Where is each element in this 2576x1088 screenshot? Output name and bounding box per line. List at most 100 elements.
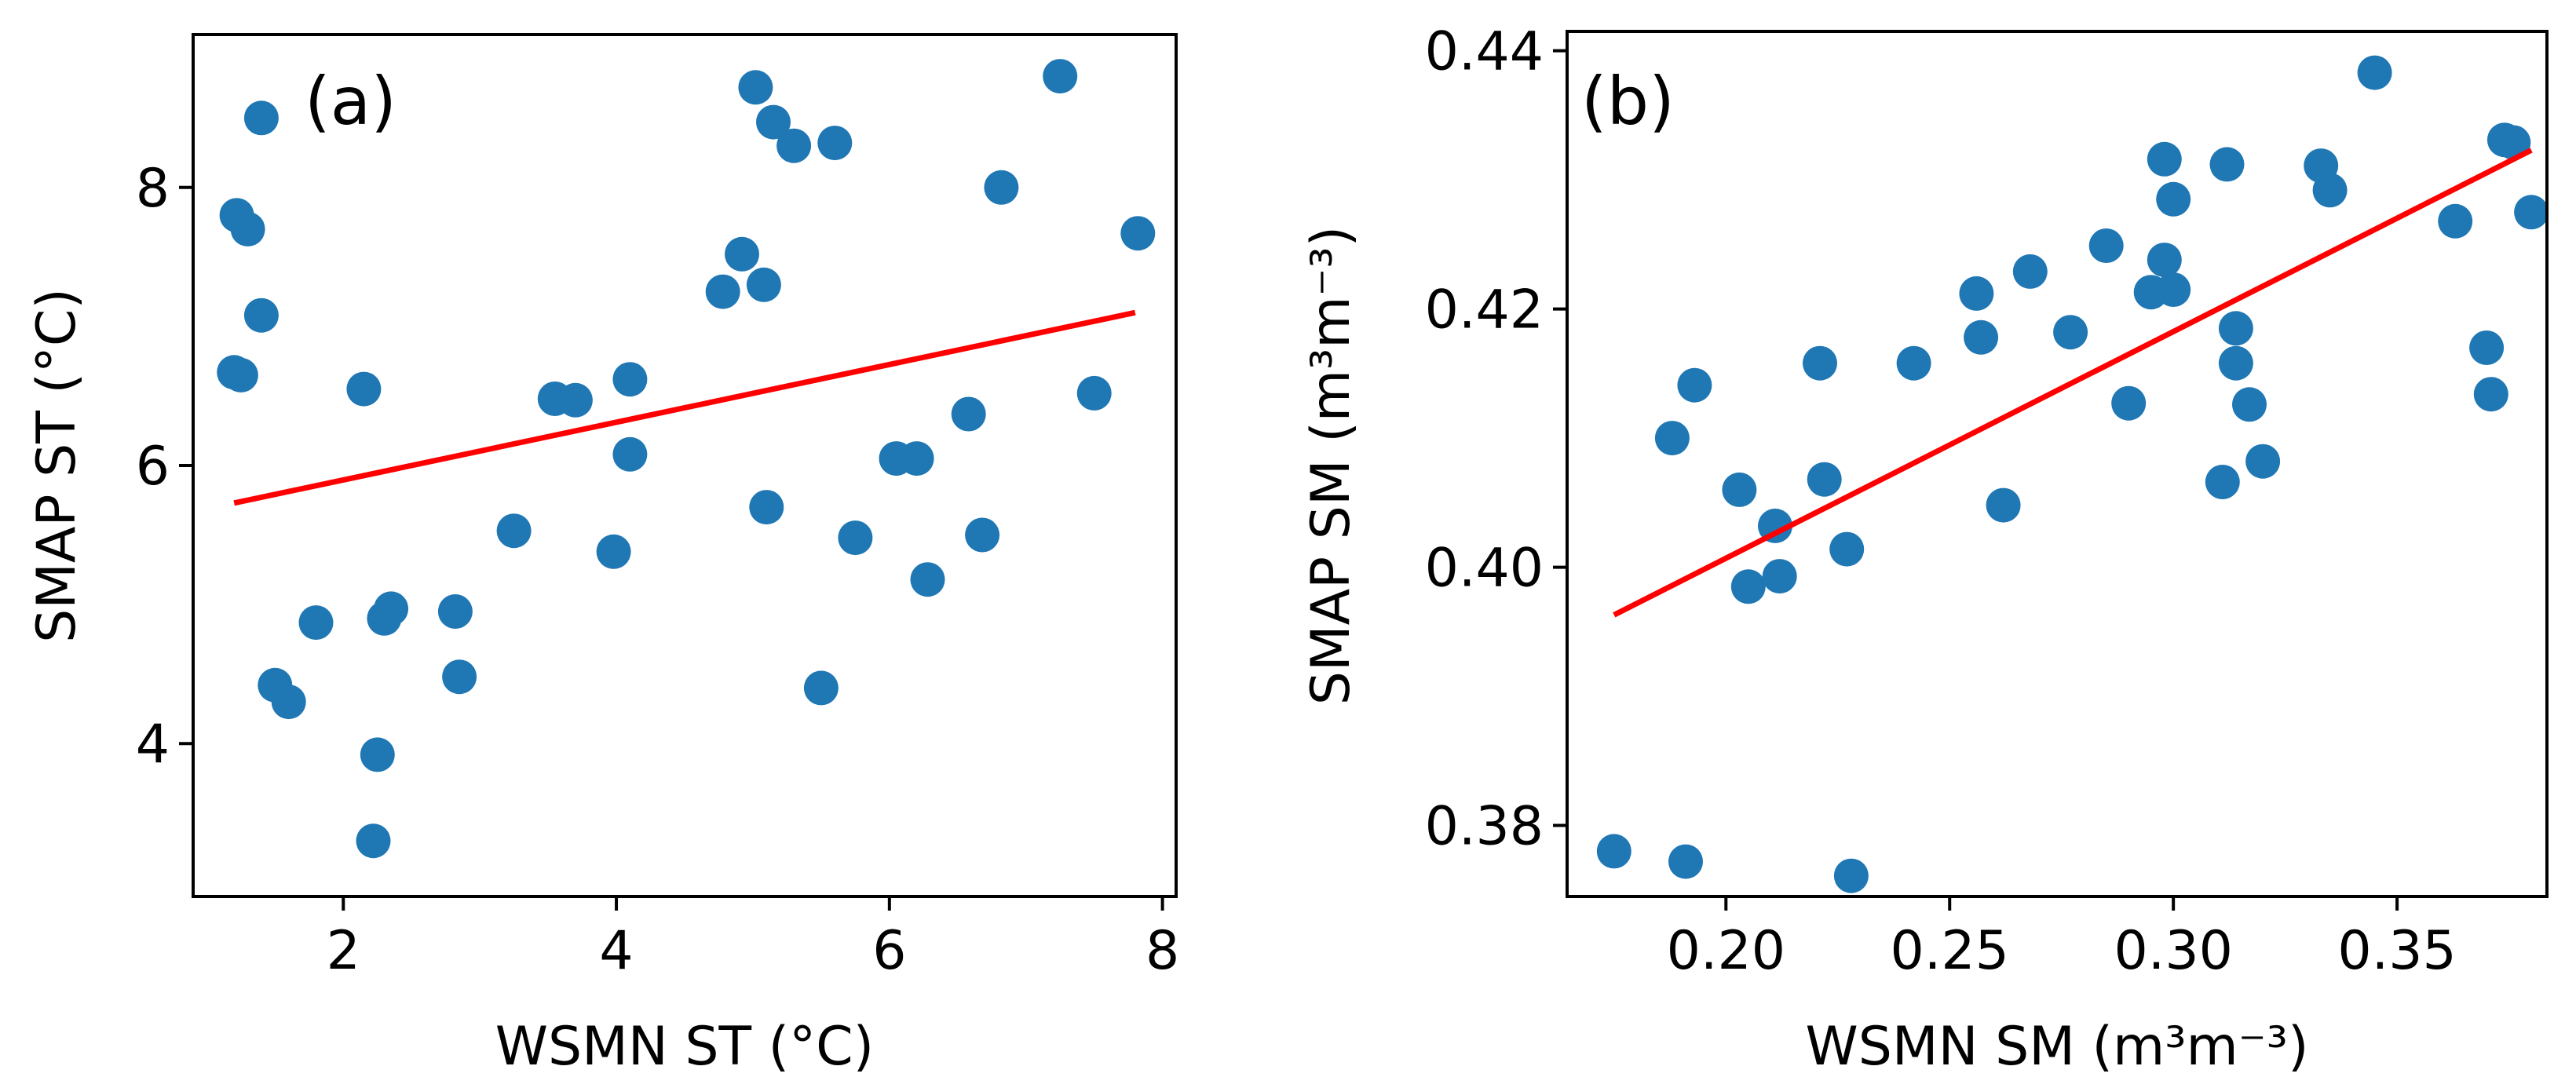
data-point-a-29	[803, 670, 839, 706]
data-point-b-33	[2357, 55, 2392, 90]
points-a	[217, 59, 1156, 859]
data-point-b-14	[1964, 319, 1999, 355]
x-tick-label-a-3: 8	[1145, 920, 1179, 982]
data-point-a-36	[965, 517, 1000, 553]
data-point-a-7	[271, 685, 306, 720]
data-point-b-29	[2232, 387, 2267, 422]
x-tick-label-a-2: 6	[872, 920, 906, 982]
data-point-b-26	[2209, 147, 2245, 182]
data-point-a-22	[705, 274, 740, 309]
data-point-a-37	[984, 170, 1019, 205]
data-point-b-38	[2496, 125, 2531, 160]
data-point-b-0	[1596, 834, 1631, 869]
data-point-a-38	[1043, 59, 1078, 94]
y-ticks-b: 0.38 0.40 0.42 0.44	[1425, 21, 1567, 858]
data-point-a-25	[746, 267, 781, 302]
x-axis-label-b: WSMN SM (m³m⁻³)	[1806, 1016, 2309, 1078]
data-point-a-24	[738, 70, 773, 105]
data-point-b-30	[2245, 444, 2281, 479]
data-point-a-30	[817, 126, 853, 161]
data-point-a-33	[899, 441, 934, 476]
data-point-b-4	[1722, 472, 1757, 507]
data-point-b-27	[2218, 311, 2253, 346]
data-point-a-10	[356, 823, 391, 859]
data-point-b-3	[1677, 367, 1712, 403]
data-point-a-1	[223, 357, 258, 392]
x-tick-label-a-0: 2	[327, 920, 360, 982]
data-point-b-10	[1829, 531, 1865, 567]
data-point-a-27	[756, 104, 791, 140]
data-point-a-31	[838, 520, 873, 556]
data-point-a-4	[243, 298, 279, 333]
data-point-a-15	[442, 659, 477, 695]
data-point-b-28	[2218, 345, 2253, 381]
y-ticks-a: 4 6 8	[136, 158, 193, 776]
data-point-a-39	[1076, 375, 1112, 411]
x-tick-label-b-0: 0.20	[1667, 920, 1785, 982]
data-point-a-20	[612, 362, 648, 397]
data-point-b-24	[2156, 272, 2191, 307]
panel-a: 2 4 6 8 4 6 8 (a) WSMN ST (°C) SMAP ST (°C)	[26, 33, 1179, 1078]
data-point-b-21	[2147, 141, 2182, 177]
data-point-a-19	[596, 534, 631, 569]
data-point-b-18	[2088, 228, 2124, 263]
x-ticks-a: 2 4 6 8	[327, 896, 1179, 982]
y-tick-label-b-3: 0.44	[1425, 21, 1544, 83]
data-point-a-9	[346, 371, 382, 407]
panel-b: 0.20 0.25 0.30 0.35 0.38 0.40 0.42 0.44 (b) WS…	[1300, 21, 2549, 1078]
data-point-a-34	[910, 562, 945, 597]
data-point-b-34	[2438, 203, 2473, 239]
data-point-a-28	[776, 128, 812, 163]
data-point-b-5	[1730, 569, 1766, 604]
data-point-b-11	[1833, 858, 1869, 893]
x-ticks-b: 0.20 0.25 0.30 0.35	[1667, 896, 2457, 982]
y-tick-label-a-0: 4	[136, 714, 170, 776]
data-point-b-15	[1986, 487, 2021, 523]
data-point-b-13	[1959, 276, 1994, 311]
data-point-b-12	[1896, 345, 1931, 381]
fit-line-b	[1613, 148, 2533, 618]
data-point-a-35	[951, 396, 986, 432]
y-tick-label-b-0: 0.38	[1425, 796, 1544, 858]
x-tick-label-a-1: 4	[599, 920, 633, 982]
data-point-b-6	[1758, 508, 1792, 543]
data-point-b-8	[1803, 345, 1837, 381]
data-point-a-3	[230, 211, 265, 246]
data-point-b-1	[1654, 421, 1690, 456]
y-axis-label-a: SMAP ST (°C)	[26, 288, 88, 643]
data-point-b-22	[2147, 243, 2182, 278]
data-point-b-16	[2012, 254, 2048, 289]
x-tick-label-b-2: 0.30	[2114, 920, 2232, 982]
y-axis-label-b: SMAP SM (m³m⁻³)	[1300, 226, 1362, 705]
data-point-b-39	[2514, 195, 2549, 230]
data-point-b-25	[2205, 465, 2240, 499]
data-point-a-14	[437, 594, 473, 629]
data-point-b-19	[2111, 385, 2147, 421]
data-point-a-23	[725, 236, 759, 272]
y-tick-label-b-1: 0.40	[1425, 538, 1544, 600]
data-point-b-9	[1807, 462, 1842, 497]
data-point-a-5	[243, 100, 279, 136]
axes-frame-b	[1566, 30, 2549, 898]
data-point-b-35	[2469, 330, 2505, 365]
data-point-a-8	[298, 605, 334, 641]
data-point-a-21	[612, 436, 648, 472]
panel-label-b: (b)	[1581, 63, 1675, 140]
x-tick-label-b-1: 0.25	[1891, 920, 2009, 982]
y-tick-label-a-2: 8	[136, 158, 170, 220]
data-point-b-17	[2053, 315, 2088, 350]
data-point-a-11	[360, 737, 395, 772]
x-tick-label-b-3: 0.35	[2337, 920, 2456, 982]
y-tick-label-a-1: 6	[136, 436, 170, 498]
x-axis-label-a: WSMN ST (°C)	[495, 1016, 874, 1078]
data-point-a-18	[557, 382, 593, 418]
data-point-b-23	[2156, 181, 2191, 217]
data-point-b-2	[1668, 844, 1703, 879]
points-b	[1596, 55, 2549, 893]
data-point-a-13	[374, 591, 409, 626]
panel-label-a: (a)	[305, 63, 396, 140]
fit-line-a	[233, 309, 1136, 506]
data-point-a-16	[496, 513, 532, 549]
y-tick-label-b-2: 0.42	[1425, 279, 1544, 341]
